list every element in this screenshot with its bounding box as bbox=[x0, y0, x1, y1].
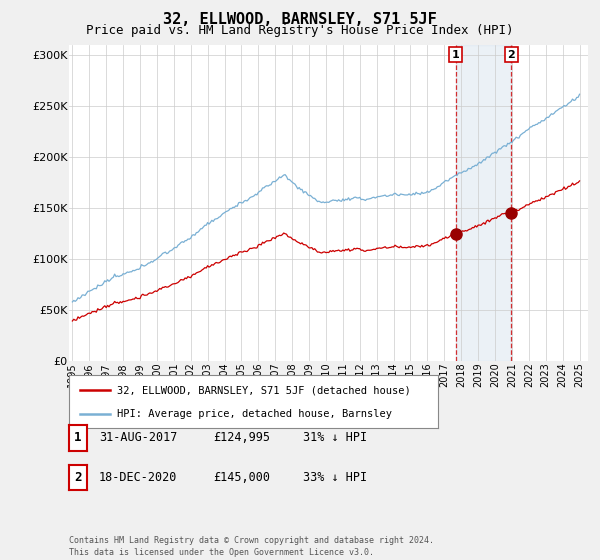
Text: 31% ↓ HPI: 31% ↓ HPI bbox=[303, 431, 367, 445]
Text: 1: 1 bbox=[74, 431, 82, 445]
Text: Contains HM Land Registry data © Crown copyright and database right 2024.
This d: Contains HM Land Registry data © Crown c… bbox=[69, 536, 434, 557]
Text: 32, ELLWOOD, BARNSLEY, S71 5JF: 32, ELLWOOD, BARNSLEY, S71 5JF bbox=[163, 12, 437, 27]
Text: Price paid vs. HM Land Registry's House Price Index (HPI): Price paid vs. HM Land Registry's House … bbox=[86, 24, 514, 37]
Text: 32, ELLWOOD, BARNSLEY, S71 5JF (detached house): 32, ELLWOOD, BARNSLEY, S71 5JF (detached… bbox=[117, 385, 411, 395]
Text: 18-DEC-2020: 18-DEC-2020 bbox=[99, 470, 178, 484]
Text: 1: 1 bbox=[452, 49, 460, 59]
Text: £145,000: £145,000 bbox=[213, 470, 270, 484]
Text: 2: 2 bbox=[508, 49, 515, 59]
Text: £124,995: £124,995 bbox=[213, 431, 270, 445]
Text: 33% ↓ HPI: 33% ↓ HPI bbox=[303, 470, 367, 484]
Bar bbox=[455, 45, 511, 361]
Text: 2: 2 bbox=[74, 470, 82, 484]
Text: HPI: Average price, detached house, Barnsley: HPI: Average price, detached house, Barn… bbox=[117, 408, 392, 418]
Text: 31-AUG-2017: 31-AUG-2017 bbox=[99, 431, 178, 445]
